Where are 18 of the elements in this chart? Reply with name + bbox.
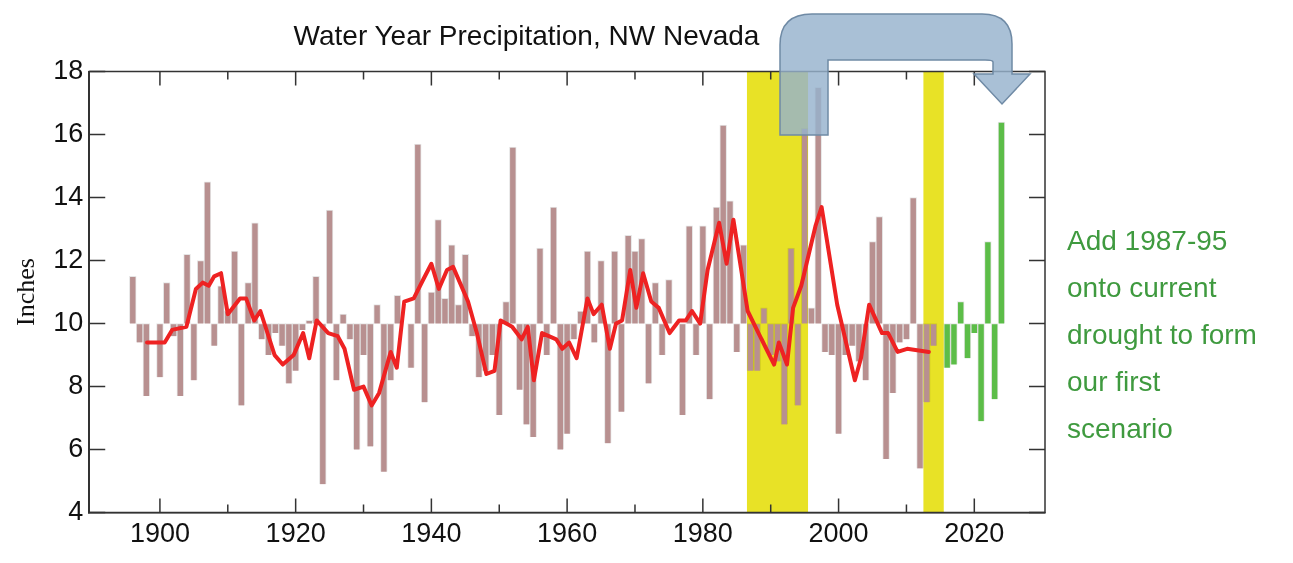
x-tick-label: 1980: [672, 518, 733, 549]
text: Add 1987-95 onto current drought to form our first scenario: [1067, 224, 1257, 444]
y-tick-label: 16: [53, 118, 84, 149]
y-tick-label: 6: [68, 433, 84, 464]
x-tick-label: 1920: [265, 518, 326, 549]
y-axis-title: Inches: [11, 258, 41, 327]
x-tick-label: 2020: [944, 518, 1005, 549]
chart-title: Water Year Precipitation, NW Nevada: [293, 19, 760, 51]
y-tick-label: 8: [68, 370, 84, 401]
y-tick-label: 12: [53, 244, 84, 275]
x-tick-label: 1900: [129, 518, 190, 549]
y-tick-label: 10: [53, 307, 84, 338]
x-tick-label: 2000: [808, 518, 869, 549]
y-tick-label: 18: [53, 55, 84, 86]
y-tick-label: 14: [53, 181, 84, 212]
x-tick-label: 1960: [537, 518, 598, 549]
y-tick-label: 4: [68, 496, 84, 527]
x-tick-label: 1940: [401, 518, 462, 549]
